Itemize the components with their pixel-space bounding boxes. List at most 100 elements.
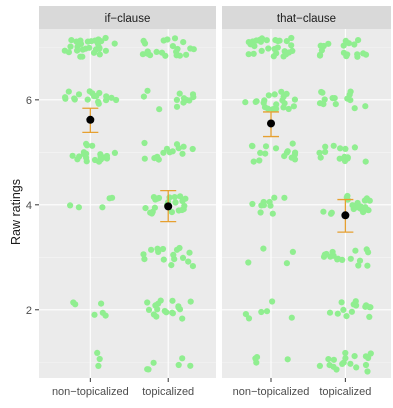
data-point bbox=[79, 46, 86, 53]
data-point bbox=[266, 198, 273, 206]
data-point bbox=[69, 152, 76, 159]
data-point bbox=[285, 105, 292, 113]
data-point bbox=[262, 143, 270, 150]
y-axis-ticks: 2 4 6 bbox=[26, 95, 39, 317]
y-axis-title: Raw ratings bbox=[9, 179, 23, 245]
data-point bbox=[280, 104, 287, 111]
data-point bbox=[338, 299, 345, 306]
x-tick-label: non−topicalized bbox=[52, 386, 129, 398]
data-point bbox=[355, 37, 362, 44]
data-point bbox=[183, 51, 190, 58]
data-point bbox=[144, 87, 151, 94]
data-point bbox=[179, 355, 186, 362]
data-point bbox=[83, 140, 90, 147]
data-point bbox=[95, 362, 102, 369]
data-point bbox=[348, 308, 355, 315]
data-point bbox=[332, 101, 339, 108]
data-point bbox=[330, 356, 337, 363]
data-point bbox=[95, 158, 103, 165]
data-point bbox=[357, 203, 364, 210]
data-point bbox=[352, 298, 359, 305]
data-point bbox=[362, 361, 370, 369]
data-point bbox=[321, 251, 328, 258]
facet-if-clause: if−clause bbox=[39, 6, 216, 378]
data-point bbox=[337, 145, 344, 152]
data-point bbox=[180, 143, 187, 150]
data-point bbox=[175, 304, 182, 311]
data-point bbox=[351, 144, 358, 151]
data-point bbox=[182, 195, 189, 202]
data-point bbox=[140, 251, 147, 258]
data-point bbox=[330, 142, 337, 149]
data-point bbox=[181, 202, 188, 210]
data-point bbox=[174, 45, 181, 53]
data-point bbox=[316, 149, 323, 156]
data-point bbox=[271, 91, 278, 98]
data-point bbox=[67, 43, 74, 50]
data-point bbox=[154, 153, 161, 160]
data-point bbox=[102, 312, 109, 319]
y-tick-label: 6 bbox=[26, 95, 32, 107]
data-point bbox=[153, 313, 160, 320]
data-point bbox=[152, 196, 159, 203]
data-point bbox=[111, 40, 118, 47]
data-point bbox=[284, 356, 291, 363]
x-tick-label: non−topicalized bbox=[233, 386, 310, 398]
data-point bbox=[97, 153, 104, 161]
mean-point bbox=[267, 119, 276, 128]
data-point bbox=[92, 46, 100, 53]
data-point bbox=[156, 106, 163, 113]
data-point bbox=[249, 200, 256, 208]
data-point bbox=[155, 300, 162, 307]
data-point bbox=[96, 89, 103, 97]
data-point bbox=[250, 158, 257, 165]
data-point bbox=[74, 47, 81, 54]
data-point bbox=[334, 310, 341, 317]
data-point bbox=[347, 255, 354, 262]
data-point bbox=[333, 366, 340, 373]
data-point bbox=[260, 99, 267, 106]
data-point bbox=[327, 210, 335, 217]
mean-and-ci bbox=[82, 107, 177, 223]
data-point bbox=[68, 37, 75, 44]
data-point bbox=[344, 155, 351, 162]
mean-and-ci bbox=[263, 111, 354, 233]
x-axis-ticks: non−topicalized topicalized non−topicalize… bbox=[52, 378, 371, 398]
data-point bbox=[257, 209, 264, 216]
data-point bbox=[187, 298, 194, 305]
data-point bbox=[179, 254, 187, 261]
data-point bbox=[96, 355, 103, 363]
mean-point bbox=[341, 211, 350, 220]
data-point bbox=[281, 153, 288, 160]
data-point bbox=[168, 262, 175, 269]
data-point bbox=[256, 157, 263, 164]
data-point bbox=[342, 145, 349, 152]
data-point bbox=[86, 44, 93, 51]
data-point bbox=[281, 194, 288, 201]
y-tick-label: 2 bbox=[26, 305, 32, 317]
data-point bbox=[151, 204, 158, 211]
data-point bbox=[168, 209, 175, 216]
data-point bbox=[96, 51, 103, 58]
y-tick-label: 4 bbox=[26, 200, 32, 212]
data-point bbox=[142, 205, 149, 212]
facet-strip-label: that−clause bbox=[277, 13, 336, 25]
data-point bbox=[291, 96, 298, 103]
data-point bbox=[362, 103, 369, 110]
data-points bbox=[61, 34, 197, 373]
data-point bbox=[77, 40, 85, 48]
data-point bbox=[334, 255, 342, 262]
data-point bbox=[91, 93, 98, 100]
data-point bbox=[245, 259, 252, 266]
data-point bbox=[62, 94, 69, 101]
data-point bbox=[342, 349, 349, 357]
data-point bbox=[270, 53, 277, 60]
data-point bbox=[173, 246, 181, 253]
data-point bbox=[150, 359, 157, 366]
data-point bbox=[352, 247, 359, 254]
data-point bbox=[288, 34, 295, 42]
data-point bbox=[362, 158, 369, 165]
data-point bbox=[340, 359, 347, 366]
data-point bbox=[169, 43, 176, 50]
data-point bbox=[340, 306, 347, 313]
